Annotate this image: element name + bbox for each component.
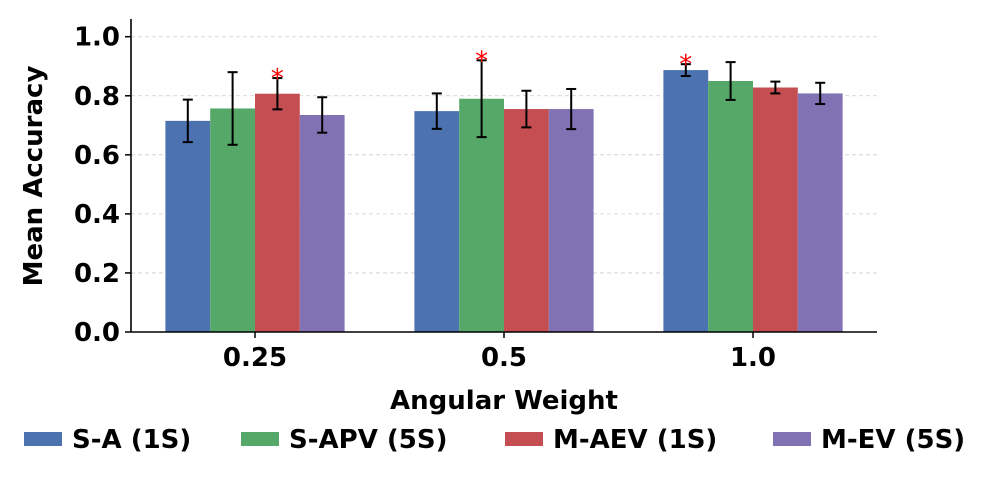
legend-label: S-A (1S) (72, 425, 191, 455)
y-axis-title: Mean Accuracy (19, 66, 49, 287)
x-tick-label: 0.25 (223, 343, 287, 373)
bar (414, 111, 460, 333)
x-tick-label: 0.5 (481, 343, 527, 373)
x-axis-title: Angular Weight (390, 386, 618, 416)
y-tick-labels: 0.0 0.2 0.4 0.6 0.8 1.0 (74, 23, 120, 348)
bar (797, 93, 843, 333)
bars (165, 70, 843, 333)
y-tick-label: 1.0 (74, 23, 120, 53)
y-tick-label: 0.2 (74, 259, 120, 289)
significance-star: * (475, 46, 488, 76)
bar (548, 109, 594, 333)
y-tick-label: 0.4 (74, 200, 120, 230)
y-tick-label: 0.6 (74, 141, 120, 171)
x-tick-label: 1.0 (730, 343, 776, 373)
bar (299, 114, 345, 332)
legend-label: S-APV (5S) (289, 425, 447, 455)
x-tick-labels: 0.25 0.5 1.0 (223, 343, 776, 373)
legend-label: M-AEV (1S) (553, 425, 717, 455)
bar (504, 109, 549, 333)
legend-swatch (241, 432, 279, 446)
error-bars (182, 59, 826, 146)
y-tick-label: 0.0 (74, 318, 120, 348)
legend-swatch (773, 432, 811, 446)
bar (255, 93, 300, 332)
bar (165, 120, 211, 332)
legend: S-A (1S) S-APV (5S) M-AEV (1S) M-EV (5S) (24, 425, 965, 455)
bar (663, 70, 709, 333)
bar (753, 87, 798, 332)
bar (708, 81, 753, 333)
significance-star: * (679, 50, 692, 80)
significance-star: * (271, 64, 284, 94)
legend-label: M-EV (5S) (821, 425, 965, 455)
legend-swatch (24, 432, 62, 446)
y-tick-label: 0.8 (74, 82, 120, 112)
significance-annotations: * * * (271, 46, 692, 94)
legend-swatch (505, 432, 543, 446)
axes (125, 19, 877, 338)
